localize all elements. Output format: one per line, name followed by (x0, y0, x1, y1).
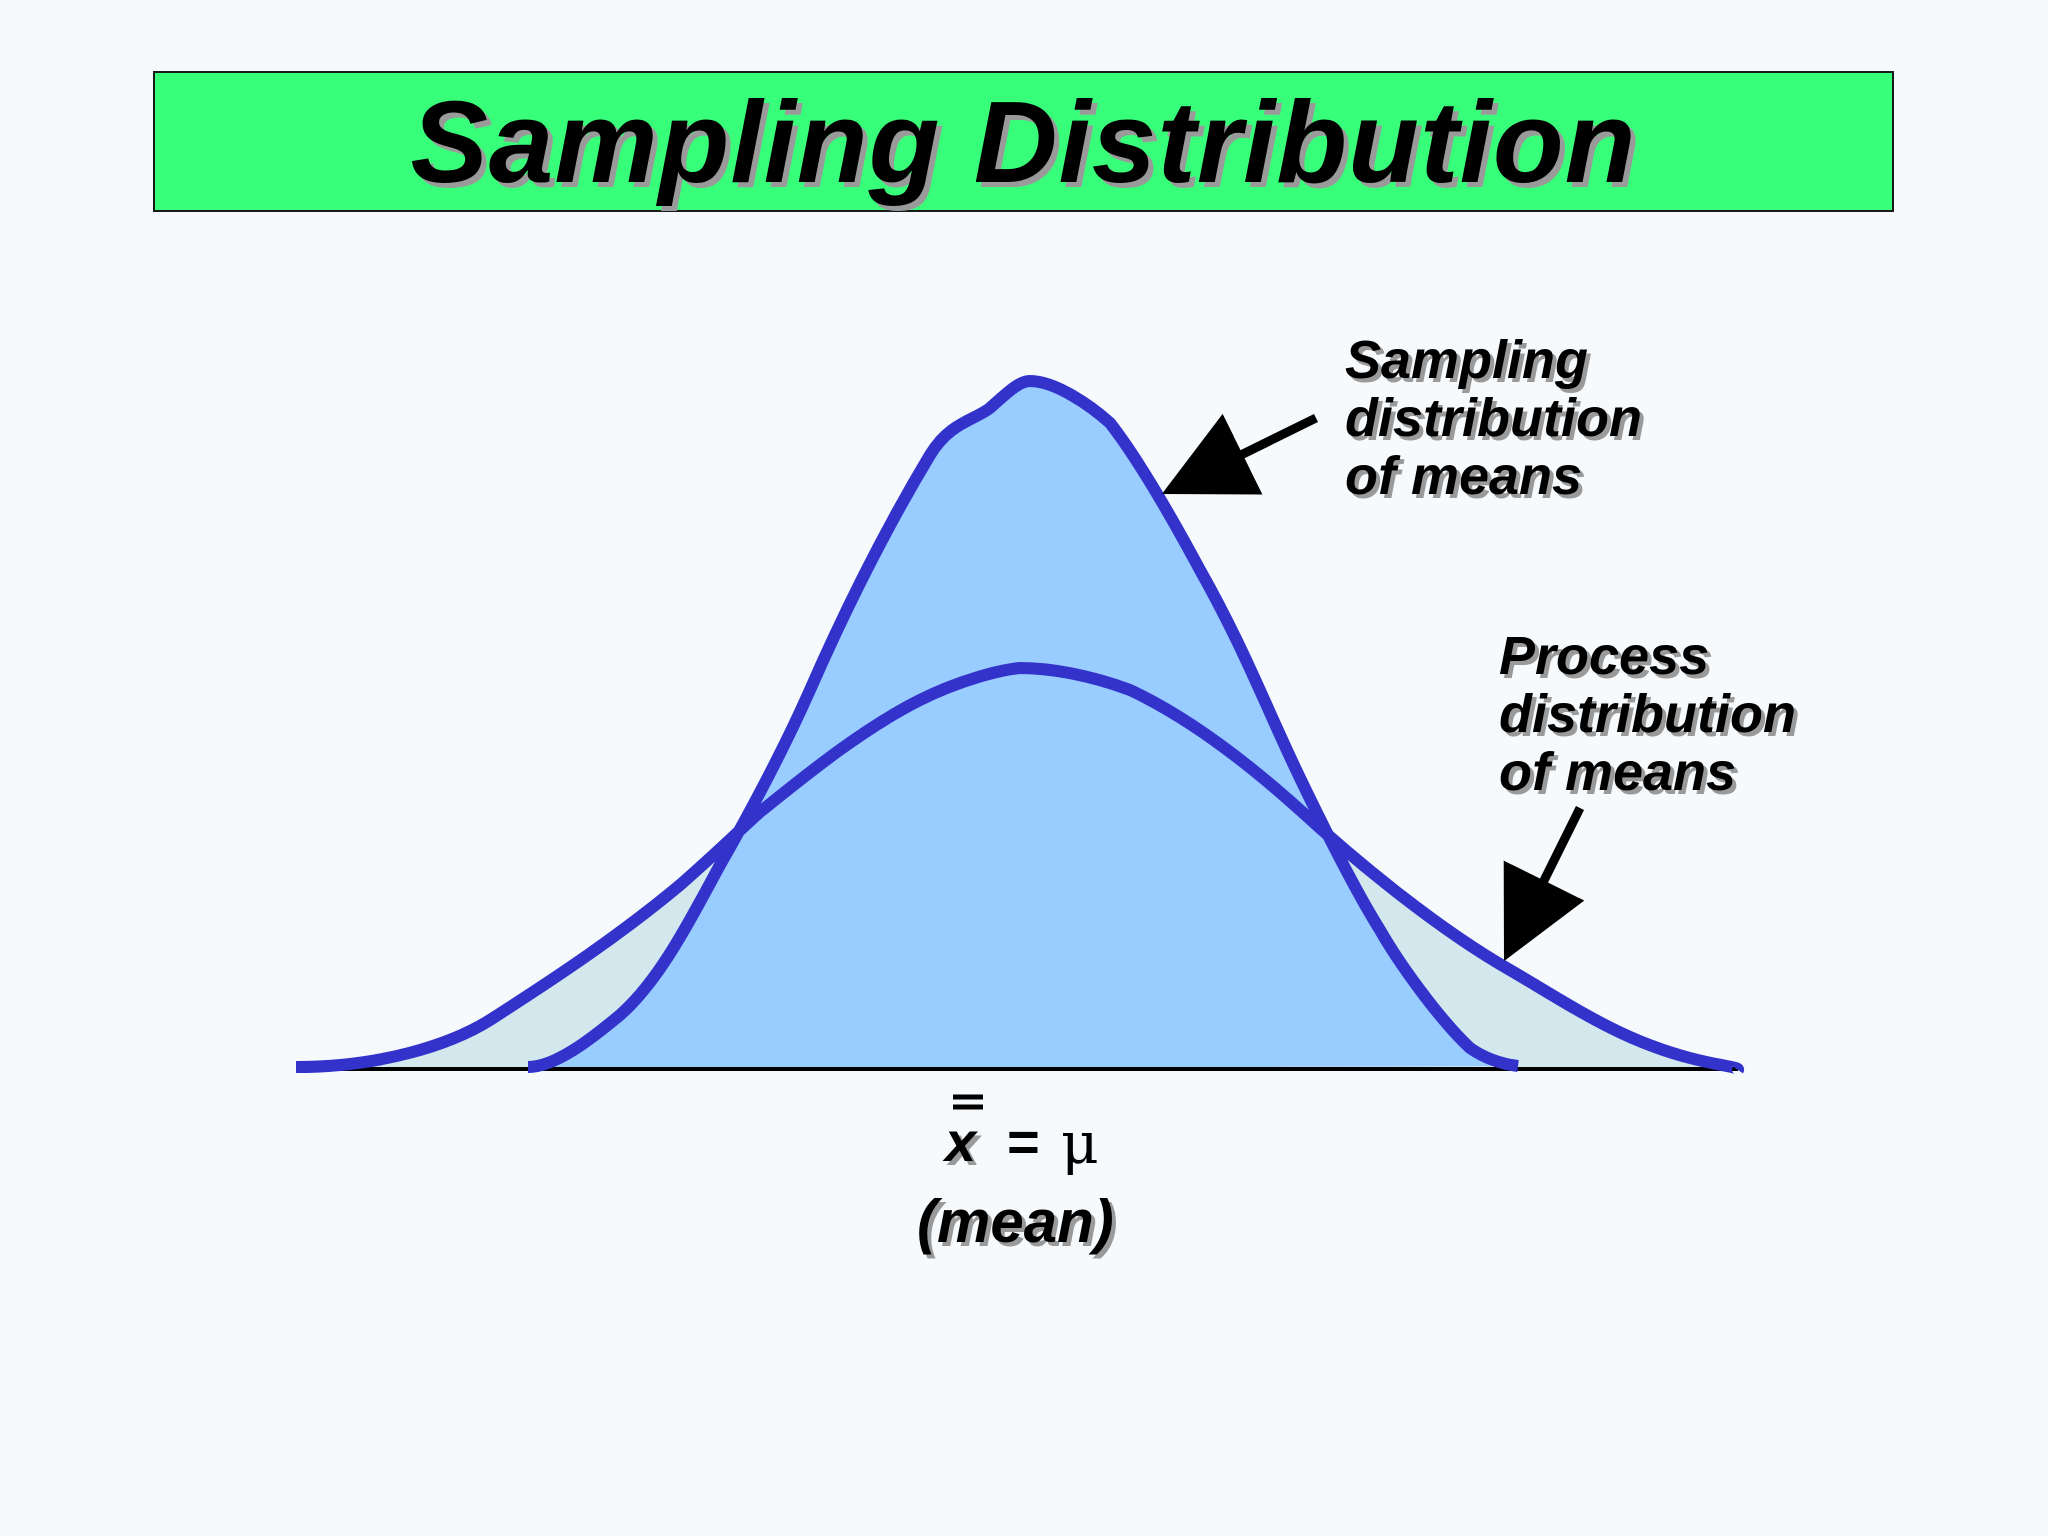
svg-text:Sampling: Sampling (1349, 334, 1592, 394)
mean-label: x x = μ (mean) (mean) (917, 1094, 1118, 1259)
process-label-line-3: of means (1499, 742, 1736, 802)
process-annotation: Process distribution of means Process di… (1499, 626, 1800, 806)
sampling-label-line-1: Sampling (1345, 330, 1588, 390)
sampling-arrow (1161, 413, 1318, 495)
slide-title: Sampling Distribution (410, 76, 1637, 207)
svg-text:x: x (946, 1114, 983, 1177)
title-banner: Sampling Distribution (153, 71, 1894, 212)
equals-sign: = (1006, 1110, 1039, 1173)
mean-caption: (mean) (917, 1188, 1114, 1255)
sampling-label-line-2: distribution (1345, 388, 1642, 448)
sampling-distribution-curve (527, 375, 1519, 1073)
svg-text:Process: Process (1503, 630, 1713, 690)
svg-text:of means: of means (1503, 746, 1740, 806)
sampling-annotation: Sampling distribution of means Sampling … (1345, 330, 1646, 510)
mu-symbol: μ (1061, 1109, 1099, 1177)
sampling-label-line-3: of means (1345, 446, 1582, 506)
xbar-symbol: x (942, 1110, 979, 1173)
svg-text:of means: of means (1349, 450, 1586, 510)
svg-text:distribution: distribution (1503, 688, 1800, 748)
svg-text:distribution: distribution (1349, 392, 1646, 452)
process-distribution-curve (295, 662, 1745, 1076)
process-label-line-2: distribution (1499, 684, 1796, 744)
process-arrow (1503, 805, 1585, 962)
process-label-line-1: Process (1499, 626, 1709, 686)
svg-text:(mean): (mean) (921, 1192, 1118, 1259)
sampling-distribution-fill (528, 381, 1518, 1070)
